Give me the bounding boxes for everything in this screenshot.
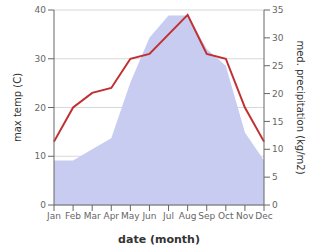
svg-text:Feb: Feb <box>65 211 81 221</box>
svg-text:May: May <box>121 211 140 221</box>
svg-text:20: 20 <box>35 103 47 113</box>
svg-text:Oct: Oct <box>218 211 234 221</box>
svg-text:Sep: Sep <box>198 211 215 221</box>
svg-text:Mar: Mar <box>84 211 101 221</box>
svg-text:Jul: Jul <box>162 211 174 221</box>
svg-text:30: 30 <box>272 33 284 43</box>
svg-text:15: 15 <box>272 117 283 127</box>
svg-text:5: 5 <box>272 172 278 182</box>
svg-text:30: 30 <box>35 54 47 64</box>
svg-text:Jan: Jan <box>46 211 61 221</box>
svg-text:Apr: Apr <box>103 211 119 221</box>
svg-text:35: 35 <box>272 5 283 15</box>
svg-text:med. precipitation (kg/m2): med. precipitation (kg/m2) <box>295 40 306 174</box>
svg-text:max temp (C): max temp (C) <box>12 73 23 142</box>
svg-text:40: 40 <box>35 5 47 15</box>
svg-text:Dec: Dec <box>255 211 272 221</box>
svg-text:Jun: Jun <box>141 211 156 221</box>
svg-text:20: 20 <box>272 89 284 99</box>
svg-text:25: 25 <box>272 61 283 71</box>
svg-text:Nov: Nov <box>236 211 254 221</box>
svg-text:10: 10 <box>35 151 47 161</box>
svg-text:Aug: Aug <box>179 211 197 221</box>
svg-text:0: 0 <box>272 200 278 210</box>
svg-text:10: 10 <box>272 144 284 154</box>
svg-text:0: 0 <box>40 200 46 210</box>
svg-text:date (month): date (month) <box>118 233 200 246</box>
